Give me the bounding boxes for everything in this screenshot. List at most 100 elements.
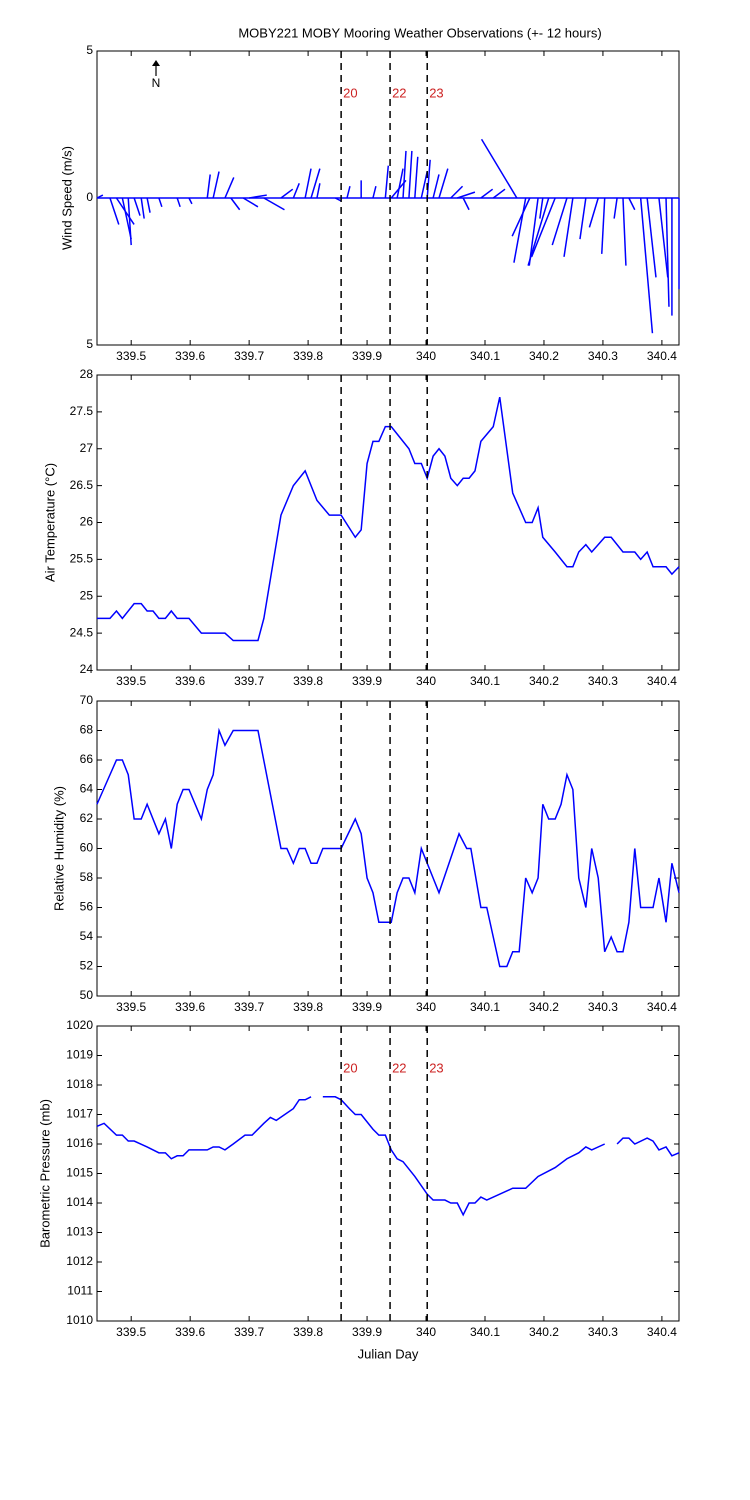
- x-tick-label: 339.9: [352, 1325, 382, 1339]
- y-tick-label: 56: [80, 900, 94, 914]
- y-tick-label: 27.5: [70, 404, 94, 418]
- y-axis-label: Wind Speed (m/s): [59, 146, 74, 250]
- north-arrow-head: [152, 60, 160, 66]
- y-tick-label: 62: [80, 811, 94, 825]
- x-tick-label: 340.3: [588, 674, 618, 688]
- wind-stick: [480, 188, 494, 199]
- y-axis-label: Relative Humidity (%): [51, 786, 66, 911]
- x-tick-label: 340.1: [470, 349, 500, 363]
- y-tick-label: 1014: [66, 1195, 93, 1209]
- y-axis-label: Air Temperature (°C): [42, 463, 57, 582]
- wind-stick: [426, 159, 431, 199]
- y-tick-label: 5: [86, 337, 93, 351]
- wind-stick: [639, 197, 654, 334]
- y-tick-label: 1011: [67, 1284, 93, 1298]
- x-tick-label: 339.5: [116, 1000, 146, 1014]
- wind-stick: [206, 174, 211, 199]
- x-tick-label: 339.8: [293, 349, 323, 363]
- x-tick-label: 339.7: [234, 674, 264, 688]
- y-tick-label: 1010: [66, 1313, 93, 1327]
- x-axis-label: Julian Day: [358, 1346, 419, 1361]
- y-tick-label: 1015: [66, 1166, 93, 1180]
- x-tick-label: 339.8: [293, 1325, 323, 1339]
- wind-stick: [450, 185, 464, 199]
- x-tick-label: 339.8: [293, 674, 323, 688]
- wind-stick: [133, 197, 141, 216]
- wind-stick: [588, 197, 599, 228]
- wind-stick: [127, 197, 132, 246]
- event-marker-label: 23: [429, 85, 443, 100]
- y-tick-label: 27: [80, 441, 94, 455]
- y-tick-label: 28: [80, 367, 94, 381]
- y-tick-label: 70: [80, 693, 94, 707]
- wind-stick: [140, 197, 145, 219]
- wind-stick: [109, 197, 120, 225]
- y-tick-label: 1013: [66, 1225, 93, 1239]
- event-marker-label: 20: [343, 85, 357, 100]
- wind-stick: [530, 197, 556, 258]
- y-tick-label: 0: [86, 190, 93, 204]
- y-tick-label: 26: [80, 515, 94, 529]
- x-tick-label: 340.1: [470, 1325, 500, 1339]
- wind-stick: [658, 197, 669, 278]
- x-tick-label: 340.3: [588, 349, 618, 363]
- wind-stick: [646, 197, 657, 278]
- wind-stick: [462, 197, 470, 211]
- x-tick-label: 339.7: [234, 1325, 264, 1339]
- x-tick-label: 340.1: [470, 1000, 500, 1014]
- y-tick-label: 64: [80, 782, 94, 796]
- y-tick-label: 1012: [66, 1254, 93, 1268]
- x-tick-label: 340.3: [588, 1000, 618, 1014]
- wind-stick: [613, 197, 618, 219]
- wind-stick: [372, 186, 377, 199]
- y-tick-label: 66: [80, 752, 94, 766]
- x-tick-label: 340.2: [529, 1325, 559, 1339]
- data-line: [96, 1096, 680, 1217]
- x-tick-label: 339.6: [175, 1000, 205, 1014]
- wind-stick: [527, 197, 550, 266]
- x-tick-label: 339.6: [175, 1325, 205, 1339]
- x-tick-label: 340: [416, 349, 436, 363]
- wind-stick: [304, 168, 312, 199]
- wind-stick: [230, 197, 241, 211]
- x-tick-label: 339.5: [116, 349, 146, 363]
- wind-stick: [224, 177, 235, 199]
- wind-stick: [665, 197, 670, 307]
- north-label: N: [152, 76, 161, 90]
- y-tick-label: 24.5: [70, 625, 94, 639]
- x-tick-label: 340.2: [529, 674, 559, 688]
- wind-stick: [551, 197, 568, 246]
- x-tick-label: 340: [416, 1000, 436, 1014]
- wind-stick: [310, 168, 321, 199]
- y-tick-label: 60: [80, 841, 94, 855]
- x-tick-label: 339.9: [352, 1000, 382, 1014]
- event-marker-label: 22: [392, 85, 406, 100]
- wind-stick: [346, 186, 351, 199]
- x-tick-label: 340.2: [529, 349, 559, 363]
- wind-stick: [408, 150, 413, 199]
- x-tick-label: 339.9: [352, 349, 382, 363]
- x-tick-label: 340.4: [647, 674, 677, 688]
- wind-stick: [384, 165, 390, 199]
- y-tick-label: 1016: [66, 1136, 93, 1150]
- y-tick-label: 5: [86, 43, 93, 57]
- x-tick-label: 339.5: [116, 674, 146, 688]
- x-tick-label: 340.2: [529, 1000, 559, 1014]
- wind-stick: [513, 197, 527, 263]
- wind-stick: [212, 171, 220, 199]
- wind-stick: [539, 197, 544, 219]
- wind-stick: [158, 197, 163, 208]
- event-marker-label: 22: [392, 1060, 406, 1075]
- y-tick-label: 50: [80, 988, 94, 1002]
- event-marker-label: 20: [343, 1060, 357, 1075]
- y-tick-label: 1019: [66, 1048, 93, 1062]
- x-tick-label: 339.7: [234, 1000, 264, 1014]
- y-tick-label: 1020: [66, 1018, 93, 1032]
- wind-stick: [176, 197, 181, 208]
- x-tick-label: 339.6: [175, 674, 205, 688]
- wind-stick: [438, 168, 449, 199]
- wind-stick: [622, 197, 627, 266]
- y-tick-label: 52: [80, 959, 94, 973]
- y-tick-label: 58: [80, 870, 94, 884]
- y-tick-label: 24: [80, 662, 94, 676]
